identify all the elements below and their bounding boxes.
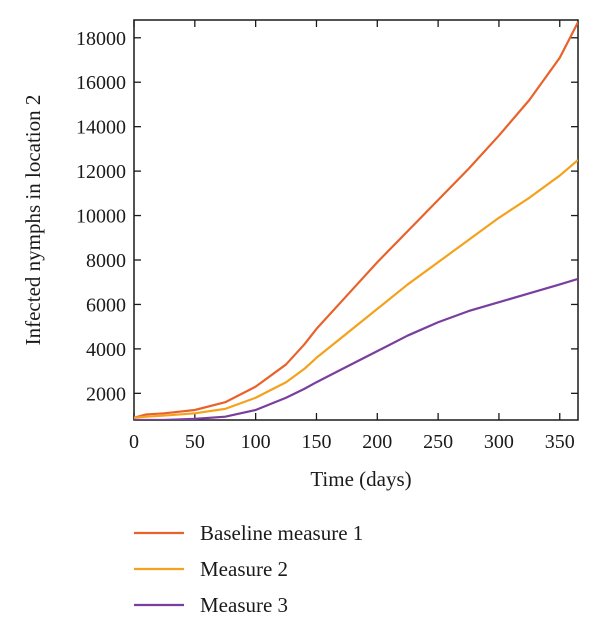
x-axis: 0 50 100 150 200 250 300 350 [129, 20, 575, 453]
series-line-2 [134, 159, 578, 419]
y-tick-label: 10000 [76, 206, 126, 228]
y-tick-label: 18000 [76, 28, 126, 50]
y-tick-label: 4000 [86, 339, 126, 361]
legend-label-2: Measure 2 [200, 557, 288, 581]
legend-label-1: Baseline measure 1 [200, 521, 363, 545]
plot-frame [133, 19, 579, 421]
y-axis-label: Infected nymphs in location 2 [21, 95, 45, 346]
x-axis-label: Time (days) [310, 467, 411, 491]
x-tick-label: 300 [484, 431, 514, 453]
y-axis: 2000 4000 6000 8000 10000 12000 14000 16000 1800… [76, 28, 578, 405]
x-tick-label: 150 [301, 431, 331, 453]
x-tick-label: 350 [545, 431, 575, 453]
y-tick-label: 12000 [76, 161, 126, 183]
y-tick-label: 14000 [76, 117, 126, 139]
series-line-3 [134, 277, 578, 420]
x-tick-label: 200 [362, 431, 392, 453]
y-tick-label: 2000 [86, 383, 126, 405]
legend-label-3: Measure 3 [200, 593, 288, 617]
x-tick-label: 250 [423, 431, 453, 453]
x-tick-label: 50 [185, 431, 205, 453]
y-tick-label: 16000 [76, 72, 126, 94]
y-tick-label: 6000 [86, 294, 126, 316]
series-line-1 [134, 21, 578, 419]
y-tick-label: 8000 [86, 250, 126, 272]
x-tick-label: 0 [129, 431, 139, 453]
legend: Baseline measure 1 Measure 2 Measure 3 [134, 521, 363, 617]
x-tick-label: 100 [241, 431, 271, 453]
series-lines [134, 21, 578, 420]
plot-border [133, 19, 579, 421]
